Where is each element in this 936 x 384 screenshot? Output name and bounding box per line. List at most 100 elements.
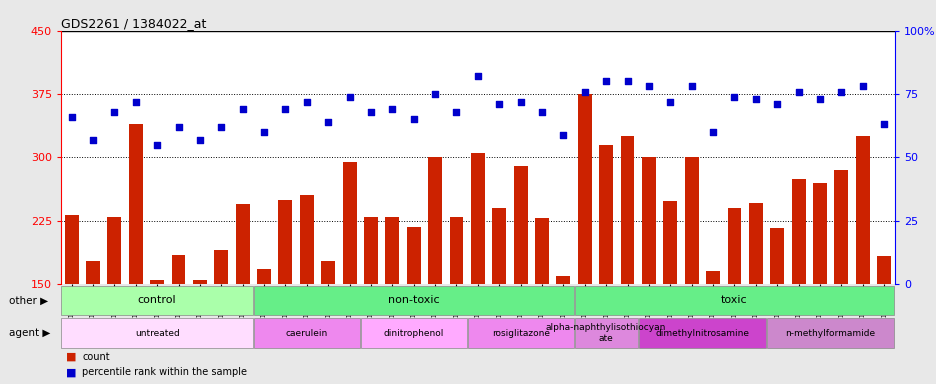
Bar	[321, 260, 335, 284]
Point	[385, 106, 400, 113]
Bar	[236, 204, 249, 284]
Point	[256, 129, 271, 135]
Point	[85, 137, 100, 143]
Bar	[767, 318, 894, 348]
Point	[192, 137, 207, 143]
Text: non-toxic: non-toxic	[388, 295, 439, 306]
Text: ■: ■	[66, 367, 76, 377]
Point	[534, 109, 548, 115]
Bar	[193, 280, 207, 284]
Bar	[876, 256, 890, 284]
Bar	[150, 280, 164, 284]
Bar	[360, 318, 466, 348]
Bar	[638, 318, 766, 348]
Point	[128, 99, 143, 105]
Bar	[684, 157, 698, 284]
Bar	[65, 215, 79, 284]
Bar	[254, 286, 573, 315]
Point	[662, 99, 677, 105]
Text: toxic: toxic	[721, 295, 747, 306]
Point	[470, 73, 485, 79]
Bar	[726, 208, 740, 284]
Text: dimethylnitrosamine: dimethylnitrosamine	[654, 329, 749, 338]
Text: count: count	[82, 352, 110, 362]
Point	[876, 121, 891, 127]
Text: alpha-naphthylisothiocyan
ate: alpha-naphthylisothiocyan ate	[546, 323, 665, 343]
Bar	[363, 217, 377, 284]
Text: caerulein: caerulein	[285, 329, 328, 338]
Bar	[491, 208, 505, 284]
Point	[320, 119, 335, 125]
Point	[726, 94, 741, 100]
Bar	[574, 286, 894, 315]
Bar	[214, 250, 228, 284]
Point	[427, 91, 442, 97]
Point	[555, 132, 570, 138]
Bar	[620, 136, 634, 284]
Bar	[61, 318, 253, 348]
Bar	[108, 217, 121, 284]
Text: n-methylformamide: n-methylformamide	[784, 329, 875, 338]
Point	[598, 78, 613, 84]
Point	[107, 109, 122, 115]
Bar	[343, 162, 356, 284]
Point	[64, 114, 79, 120]
Bar	[748, 203, 762, 284]
Point	[620, 78, 635, 84]
Point	[790, 88, 805, 94]
Point	[150, 142, 165, 148]
Text: rosiglitazone: rosiglitazone	[491, 329, 549, 338]
Bar	[300, 195, 314, 284]
Text: dinitrophenol: dinitrophenol	[383, 329, 444, 338]
Point	[213, 124, 228, 130]
Point	[448, 109, 463, 115]
Bar	[834, 170, 847, 284]
Point	[299, 99, 314, 105]
Bar	[278, 200, 292, 284]
Point	[812, 96, 826, 102]
Text: GDS2261 / 1384022_at: GDS2261 / 1384022_at	[61, 17, 206, 30]
Bar	[385, 217, 399, 284]
Bar	[812, 183, 826, 284]
Bar	[128, 124, 142, 284]
Point	[748, 96, 763, 102]
Point	[768, 101, 783, 107]
Text: percentile rank within the sample: percentile rank within the sample	[82, 367, 247, 377]
Bar	[449, 217, 463, 284]
Text: ■: ■	[66, 352, 76, 362]
Bar	[256, 269, 271, 284]
Point	[705, 129, 720, 135]
Bar	[428, 157, 442, 284]
Bar	[513, 166, 527, 284]
Bar	[471, 153, 484, 284]
Bar	[578, 94, 592, 284]
Bar	[467, 318, 573, 348]
Point	[513, 99, 528, 105]
Bar	[641, 157, 655, 284]
Bar	[706, 271, 719, 284]
Bar	[171, 255, 185, 284]
Bar	[791, 179, 805, 284]
Bar	[556, 276, 570, 284]
Point	[683, 83, 698, 89]
Point	[577, 88, 592, 94]
Bar	[254, 318, 359, 348]
Bar	[574, 318, 637, 348]
Bar	[599, 145, 612, 284]
Point	[171, 124, 186, 130]
Bar	[663, 201, 677, 284]
Text: untreated: untreated	[135, 329, 180, 338]
Bar	[769, 228, 783, 284]
Text: agent ▶: agent ▶	[9, 328, 51, 338]
Bar	[406, 227, 420, 284]
Point	[342, 94, 357, 100]
Text: control: control	[138, 295, 176, 306]
Point	[855, 83, 870, 89]
Point	[363, 109, 378, 115]
Point	[833, 88, 848, 94]
Point	[491, 101, 506, 107]
Bar	[61, 286, 253, 315]
Bar	[855, 136, 869, 284]
Text: other ▶: other ▶	[9, 295, 49, 306]
Bar	[86, 262, 100, 284]
